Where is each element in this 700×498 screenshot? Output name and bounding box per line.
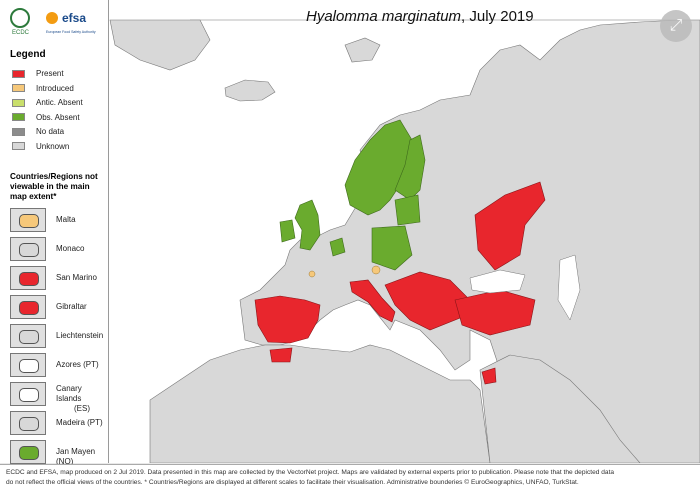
inset-label-line: Malta bbox=[56, 215, 76, 224]
inset-map bbox=[10, 208, 46, 232]
caspian-sea bbox=[557, 254, 581, 321]
legend-label: Introduced bbox=[36, 83, 74, 93]
inset-shape bbox=[19, 446, 39, 460]
inset-label-line: Jan Mayen (NO) bbox=[56, 447, 96, 466]
inset-shape bbox=[19, 417, 39, 431]
region-great-britain bbox=[294, 199, 321, 251]
map-canvas[interactable] bbox=[0, 0, 700, 463]
region-baltics bbox=[394, 194, 421, 226]
legend-item: Antic. Absent bbox=[12, 97, 83, 108]
inset-label-line: Madeira (PT) bbox=[56, 418, 103, 427]
region-benelux bbox=[329, 237, 346, 257]
inset-map bbox=[10, 237, 46, 261]
black-sea bbox=[469, 269, 526, 294]
legend-label: No data bbox=[36, 127, 65, 136]
legend-label: Antic. Absent bbox=[36, 98, 83, 107]
inset-label-line: Azores (PT) bbox=[56, 360, 99, 369]
inset-shape bbox=[19, 301, 39, 315]
inset-map bbox=[10, 266, 46, 290]
inset-map bbox=[10, 411, 46, 435]
ecdc-logo: ECDC efsa European Food Safety Authority bbox=[10, 8, 96, 36]
inset-label-line: Monaco bbox=[56, 244, 85, 253]
inset-label-line: Liechtenstein bbox=[56, 331, 104, 340]
legend-item: Introduced bbox=[12, 83, 74, 94]
legend-swatch bbox=[12, 113, 25, 121]
inset-shape bbox=[19, 359, 39, 373]
inset-shape bbox=[19, 243, 39, 257]
legend-item: Unknown bbox=[12, 141, 69, 152]
legend-swatch bbox=[12, 98, 25, 107]
region-south-russia bbox=[474, 181, 546, 271]
region-central-europe bbox=[371, 225, 413, 271]
legend-item: Obs. Absent bbox=[12, 112, 80, 123]
legend-swatch bbox=[12, 69, 25, 78]
legend-item: Present bbox=[12, 68, 64, 79]
expand-icon[interactable]: ⤢ bbox=[660, 10, 692, 42]
region-italy bbox=[349, 279, 396, 323]
legend-panel: ECDC efsa European Food Safety Authority… bbox=[0, 0, 109, 466]
region-iberia bbox=[254, 295, 321, 344]
inset-label: Gibraltar bbox=[56, 302, 87, 312]
inset-shape bbox=[19, 272, 39, 286]
inset-shape bbox=[19, 214, 39, 228]
inset-map bbox=[10, 440, 46, 464]
region-maghreb bbox=[269, 347, 293, 363]
region-introduced-2 bbox=[308, 270, 316, 278]
inset-label: Madeira (PT) bbox=[56, 418, 103, 428]
inset-label-line: San Marino bbox=[56, 273, 97, 282]
svg-text:ECDC: ECDC bbox=[12, 30, 30, 36]
svg-text:European Food Safety Authority: European Food Safety Authority bbox=[46, 30, 96, 34]
europe-map bbox=[0, 0, 700, 463]
legend-label: Obs. Absent bbox=[36, 112, 80, 122]
legend-label: Unknown bbox=[36, 141, 70, 151]
landmass-middle-east bbox=[479, 354, 641, 463]
inset-map bbox=[10, 353, 46, 377]
inset-label: Liechtenstein bbox=[56, 331, 103, 341]
title-date: , July 2019 bbox=[461, 8, 534, 25]
landmass-iceland bbox=[224, 79, 276, 102]
inset-label-line: Gibraltar bbox=[56, 302, 87, 311]
inset-label: Jan Mayen (NO) bbox=[56, 447, 108, 467]
inset-label: San Marino bbox=[56, 273, 97, 283]
inset-label: Monaco bbox=[56, 244, 84, 254]
inset-shape bbox=[19, 330, 39, 344]
inset-shape bbox=[19, 388, 39, 402]
legend-swatch bbox=[12, 127, 25, 136]
footer-line-2: do not reflect the official views of the… bbox=[6, 479, 579, 486]
map-title: Hyalomma marginatum, July 2019 bbox=[306, 8, 534, 25]
region-levant bbox=[481, 367, 497, 385]
inset-label-line: (ES) bbox=[74, 404, 90, 413]
footer-note: ECDC and EFSA, map produced on 2 Jul 201… bbox=[0, 464, 700, 498]
insets-title: Countries/Regions not viewable in the ma… bbox=[10, 172, 98, 201]
inset-map bbox=[10, 295, 46, 319]
landmass-eurasia bbox=[190, 19, 700, 463]
logos: ECDC efsa European Food Safety Authority bbox=[6, 6, 106, 36]
svg-text:efsa: efsa bbox=[62, 11, 86, 25]
legend-swatch bbox=[12, 142, 25, 150]
inset-map bbox=[10, 382, 46, 406]
footer-line-1: ECDC and EFSA, map produced on 2 Jul 201… bbox=[6, 469, 615, 476]
inset-label: Malta bbox=[56, 215, 76, 225]
inset-map bbox=[10, 324, 46, 348]
landmass-greenland bbox=[109, 19, 211, 71]
region-ireland bbox=[279, 219, 296, 243]
landmass-svalbard bbox=[344, 37, 381, 63]
legend-label: Present bbox=[36, 69, 64, 78]
inset-label-line: Canary Islands bbox=[56, 384, 82, 403]
legend-title: Legend bbox=[10, 49, 46, 60]
region-introduced-1 bbox=[371, 265, 381, 275]
landmass-north-africa bbox=[149, 344, 491, 463]
legend-swatch bbox=[12, 84, 25, 92]
inset-label: Canary Islands (ES) bbox=[56, 384, 108, 414]
title-species: Hyalomma marginatum bbox=[306, 8, 462, 25]
inset-label: Azores (PT) bbox=[56, 360, 99, 370]
legend-item: No data bbox=[12, 126, 64, 137]
